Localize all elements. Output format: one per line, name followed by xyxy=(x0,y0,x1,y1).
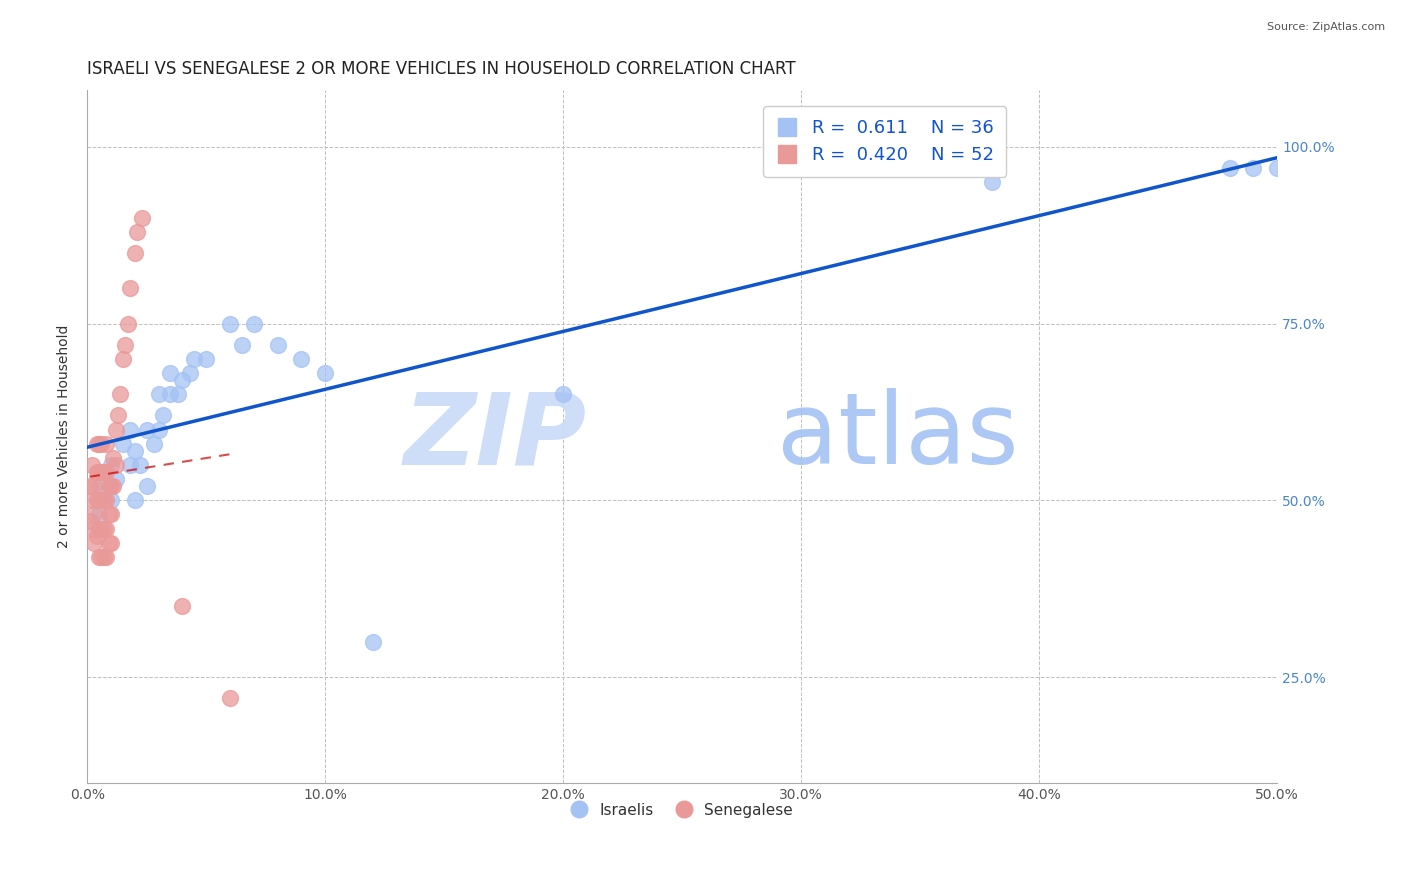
Point xyxy=(86,436,108,450)
Point xyxy=(290,351,312,366)
Point xyxy=(86,528,108,542)
Point xyxy=(87,436,110,450)
Point xyxy=(100,479,122,493)
Point xyxy=(124,493,146,508)
Point xyxy=(219,691,242,706)
Point xyxy=(90,549,112,564)
Text: Source: ZipAtlas.com: Source: ZipAtlas.com xyxy=(1267,22,1385,32)
Y-axis label: 2 or more Vehicles in Household: 2 or more Vehicles in Household xyxy=(58,325,72,549)
Point xyxy=(97,508,120,522)
Point xyxy=(266,337,288,351)
Point xyxy=(172,373,194,387)
Point xyxy=(87,549,110,564)
Point xyxy=(179,366,201,380)
Point xyxy=(148,423,170,437)
Point xyxy=(314,366,336,380)
Point xyxy=(242,317,264,331)
Point xyxy=(110,387,132,401)
Point xyxy=(87,479,110,493)
Point xyxy=(159,366,181,380)
Point xyxy=(96,522,118,536)
Point xyxy=(97,479,120,493)
Point xyxy=(553,387,575,401)
Point xyxy=(118,458,141,472)
Point xyxy=(87,465,110,479)
Point xyxy=(93,522,115,536)
Point xyxy=(107,409,129,423)
Point xyxy=(93,465,115,479)
Point xyxy=(100,493,122,508)
Point xyxy=(114,337,136,351)
Point xyxy=(1265,161,1288,175)
Point xyxy=(148,387,170,401)
Point xyxy=(100,458,122,472)
Point xyxy=(118,281,141,295)
Point xyxy=(131,211,153,225)
Text: atlas: atlas xyxy=(778,388,1019,485)
Point xyxy=(159,387,181,401)
Point xyxy=(1219,161,1241,175)
Point xyxy=(195,351,218,366)
Point xyxy=(135,423,157,437)
Point xyxy=(80,522,103,536)
Point xyxy=(104,472,127,486)
Point xyxy=(87,493,110,508)
Point xyxy=(142,436,165,450)
Point xyxy=(118,423,141,437)
Point xyxy=(103,450,125,465)
Point xyxy=(128,458,150,472)
Point xyxy=(100,535,122,549)
Point xyxy=(90,465,112,479)
Point xyxy=(980,175,1002,189)
Point xyxy=(111,351,134,366)
Point xyxy=(79,515,101,529)
Point xyxy=(231,337,253,351)
Point xyxy=(96,493,118,508)
Point xyxy=(83,508,105,522)
Point xyxy=(172,599,194,614)
Point xyxy=(87,508,110,522)
Point xyxy=(93,549,115,564)
Point xyxy=(166,387,188,401)
Point xyxy=(79,479,101,493)
Point xyxy=(103,479,125,493)
Point xyxy=(90,522,112,536)
Point xyxy=(83,479,105,493)
Point xyxy=(90,493,112,508)
Point xyxy=(124,245,146,260)
Point xyxy=(219,317,242,331)
Point xyxy=(96,549,118,564)
Point xyxy=(83,535,105,549)
Point xyxy=(104,423,127,437)
Point xyxy=(135,479,157,493)
Point xyxy=(100,508,122,522)
Point xyxy=(80,458,103,472)
Point xyxy=(80,493,103,508)
Point xyxy=(96,436,118,450)
Point xyxy=(86,493,108,508)
Point xyxy=(93,493,115,508)
Point xyxy=(111,436,134,450)
Point xyxy=(87,522,110,536)
Point xyxy=(86,465,108,479)
Point xyxy=(124,443,146,458)
Point xyxy=(96,465,118,479)
Text: ZIP: ZIP xyxy=(404,388,586,485)
Legend: Israelis, Senegalese: Israelis, Senegalese xyxy=(565,797,799,824)
Point xyxy=(117,317,139,331)
Point xyxy=(90,436,112,450)
Point xyxy=(183,351,205,366)
Text: ISRAELI VS SENEGALESE 2 OR MORE VEHICLES IN HOUSEHOLD CORRELATION CHART: ISRAELI VS SENEGALESE 2 OR MORE VEHICLES… xyxy=(87,60,796,78)
Point xyxy=(361,634,384,648)
Point xyxy=(1243,161,1265,175)
Point xyxy=(127,225,149,239)
Point xyxy=(104,458,127,472)
Point xyxy=(97,535,120,549)
Point xyxy=(152,409,174,423)
